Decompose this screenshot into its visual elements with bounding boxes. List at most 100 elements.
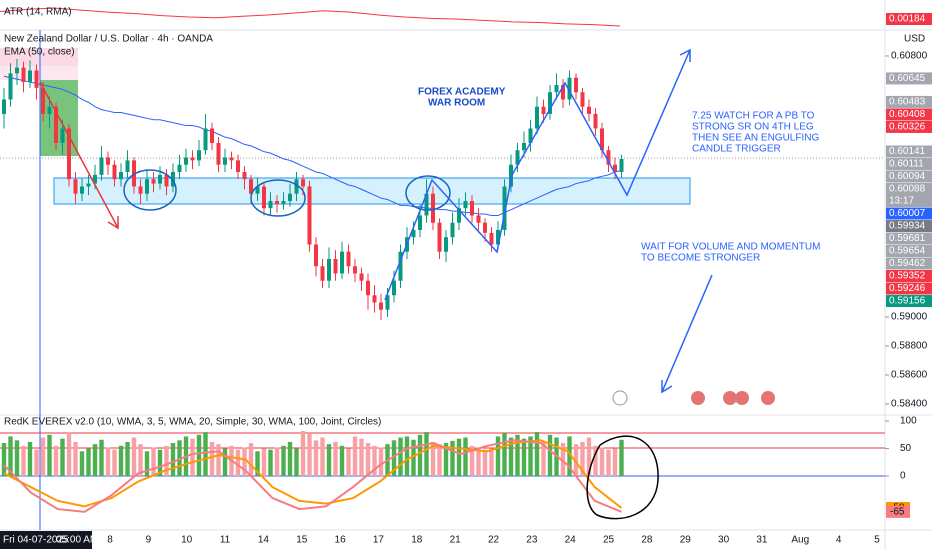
drawn-circle [123, 169, 177, 211]
histogram-bar [287, 441, 293, 477]
ema-line [3, 75, 622, 216]
histogram-bar [40, 437, 46, 477]
candle-body [275, 200, 279, 204]
histogram-bar [118, 445, 124, 477]
price-badge [886, 220, 932, 233]
histogram-bar [352, 436, 358, 477]
price-badge [886, 108, 932, 121]
histogram-bar [528, 436, 533, 477]
histogram-bar [1, 443, 7, 477]
time-label: Aug [791, 535, 809, 546]
price-badge-label: 0.59462 [889, 258, 926, 269]
histogram-bar [417, 434, 423, 477]
histogram-bar [599, 447, 605, 477]
annotation: THEN SEE AN ENGULFING [692, 133, 819, 144]
histogram-bar [255, 451, 260, 477]
candle-body [60, 128, 65, 143]
time-label: 31 [756, 535, 768, 546]
time-label: 21 [450, 535, 462, 546]
histogram-bar [586, 437, 592, 477]
candle-body [242, 171, 247, 180]
price-badge-label: 0.60483 [889, 97, 926, 108]
candle-body [457, 208, 461, 223]
histogram-bar [79, 451, 85, 477]
cursor-date-box [0, 531, 92, 549]
candle-body [411, 229, 416, 238]
candle-body [502, 186, 507, 230]
annotation: STRONG SR ON 4TH LEG [692, 122, 814, 133]
price-badge [886, 207, 932, 220]
candle-body [99, 157, 104, 175]
histogram-bar [268, 449, 273, 477]
price-badge-label: 0.59681 [889, 233, 926, 244]
histogram-bar [144, 451, 150, 477]
candle-body [346, 251, 351, 267]
time-label: 5 [874, 535, 880, 546]
histogram-bar [53, 445, 59, 477]
flag-icon[interactable] [761, 391, 775, 405]
histogram-bar [424, 432, 429, 477]
event-icon[interactable] [612, 390, 628, 406]
candle-body [145, 179, 149, 194]
candle-body [515, 150, 520, 165]
price-badge-label: 0.60645 [889, 73, 926, 84]
flag-icon[interactable] [691, 391, 705, 405]
candle-body [554, 84, 559, 93]
histogram-bar [333, 441, 338, 477]
candle-body [236, 160, 240, 172]
candle-body [294, 179, 299, 194]
annotation: WAR ROOM [428, 98, 485, 109]
candle-body [353, 266, 357, 274]
flag-icon[interactable] [723, 391, 737, 405]
price-badge [886, 245, 932, 258]
histogram-bar [151, 447, 156, 477]
candle-body [450, 222, 455, 238]
candle-body [619, 158, 624, 172]
candle-body [2, 99, 6, 114]
candle-body [301, 179, 305, 187]
arrow-head [661, 380, 673, 394]
candle-body [184, 157, 188, 165]
histogram-bar [391, 440, 397, 477]
indicator-title: RedK EVEREX v2.0 (10, WMA, 3, 5, WMA, 20… [4, 417, 381, 428]
histogram-bar [534, 432, 540, 477]
candle-body [424, 193, 429, 216]
price-badge [886, 120, 932, 133]
candle-body [281, 200, 286, 204]
candle-body [177, 164, 182, 172]
histogram-bar [235, 449, 241, 477]
histogram-bar [515, 434, 520, 477]
histogram-bar [469, 445, 475, 477]
atr-badge-label: 0.00184 [889, 14, 926, 25]
atr-label: ATR (14, RMA) [4, 7, 72, 18]
price-badge [886, 257, 932, 270]
flag-icon[interactable] [735, 391, 749, 405]
candle-body [138, 186, 143, 194]
candle-body [93, 174, 97, 184]
histogram-bar [404, 436, 410, 477]
y-tick-label: 0.58400 [891, 399, 928, 410]
y-tick-label: 0.58600 [891, 370, 928, 381]
histogram-bar [294, 448, 299, 477]
candle-body [197, 150, 201, 161]
histogram-bar [359, 438, 364, 477]
atr-line [0, 7, 621, 27]
time-label: 22 [488, 535, 500, 546]
time-label: 15 [296, 535, 308, 546]
candle-body [73, 179, 78, 194]
price-badge-label: 0.60007 [889, 208, 926, 219]
candle-body [379, 302, 383, 310]
drawn-arrow [39, 81, 119, 229]
candle-body [372, 295, 377, 303]
candle-body [288, 193, 292, 201]
histogram-bar [430, 441, 436, 477]
histogram-bar [619, 439, 624, 477]
candle-body [255, 186, 260, 194]
histogram-bar [495, 436, 501, 477]
histogram-bar [437, 444, 442, 477]
candle-body [34, 70, 39, 88]
histogram-bar [138, 444, 143, 477]
annotation: WAIT FOR VOLUME AND MOMENTUM [641, 242, 820, 253]
ema-label: EMA (50, close) [4, 47, 75, 58]
